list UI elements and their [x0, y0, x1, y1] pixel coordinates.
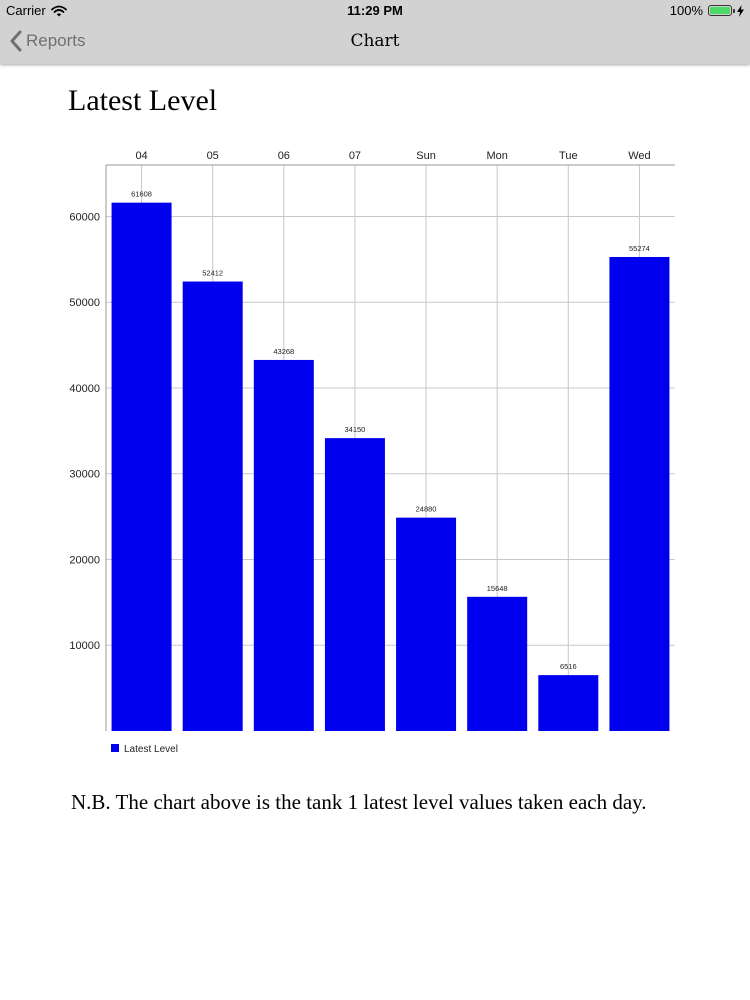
data-label: 34150 [345, 425, 366, 434]
y-tick-label: 50000 [69, 297, 100, 309]
status-time: 11:29 PM [347, 3, 403, 18]
bar [538, 675, 599, 731]
data-label: 55274 [629, 244, 650, 253]
y-tick-label: 60000 [69, 211, 100, 223]
battery-percent: 100% [669, 3, 703, 18]
x-tick-label: Mon [486, 150, 507, 162]
x-tick-label: 07 [349, 150, 361, 162]
bar [253, 359, 314, 731]
data-label: 6516 [560, 662, 577, 671]
y-tick-label: 10000 [69, 640, 100, 652]
nav-title: Chart [350, 31, 400, 51]
data-label: 43268 [273, 347, 294, 356]
bar [111, 202, 172, 731]
bar-chart: 10000 20000 30000 40000 50000 60000 04 05 06 07 Su… [69, 150, 675, 755]
x-tick-label: Wed [628, 150, 650, 162]
data-label: 15648 [487, 584, 508, 593]
top-bar: Carrier 11:29 PM 100% Reports Chart [0, 0, 750, 64]
data-label: 24880 [416, 505, 437, 514]
battery-icon [708, 5, 735, 16]
x-tick-label: 05 [207, 150, 219, 162]
page-title: Latest Level [68, 84, 218, 117]
status-bar: Carrier 11:29 PM 100% [0, 0, 750, 20]
chart-note: N.B. The chart above is the tank 1 lates… [71, 790, 647, 814]
x-tick-label: 04 [135, 150, 147, 162]
y-tick-label: 30000 [69, 469, 100, 481]
bar [324, 438, 385, 731]
bar [467, 596, 528, 731]
charging-icon [737, 4, 744, 17]
y-tick-label: 40000 [69, 383, 100, 395]
bar [396, 517, 457, 731]
back-button-label: Reports [26, 31, 86, 50]
bar [609, 256, 670, 731]
x-tick-label: Sun [416, 150, 436, 162]
chevron-left-icon [10, 30, 22, 52]
back-button[interactable]: Reports [10, 30, 86, 52]
status-carrier-group: Carrier [6, 3, 67, 18]
legend-label: Latest Level [124, 744, 178, 755]
data-label: 61608 [131, 190, 152, 199]
bar [182, 281, 243, 731]
battery-fill [710, 7, 730, 14]
carrier-label: Carrier [6, 3, 46, 18]
legend-swatch [111, 744, 119, 752]
x-tick-label: Tue [559, 150, 578, 162]
data-label: 52412 [202, 269, 223, 278]
x-tick-label: 06 [278, 150, 290, 162]
nav-bar: Reports Chart [0, 20, 750, 64]
y-tick-label: 20000 [69, 554, 100, 566]
status-right-group: 100% [670, 3, 744, 18]
wifi-icon [50, 5, 67, 16]
